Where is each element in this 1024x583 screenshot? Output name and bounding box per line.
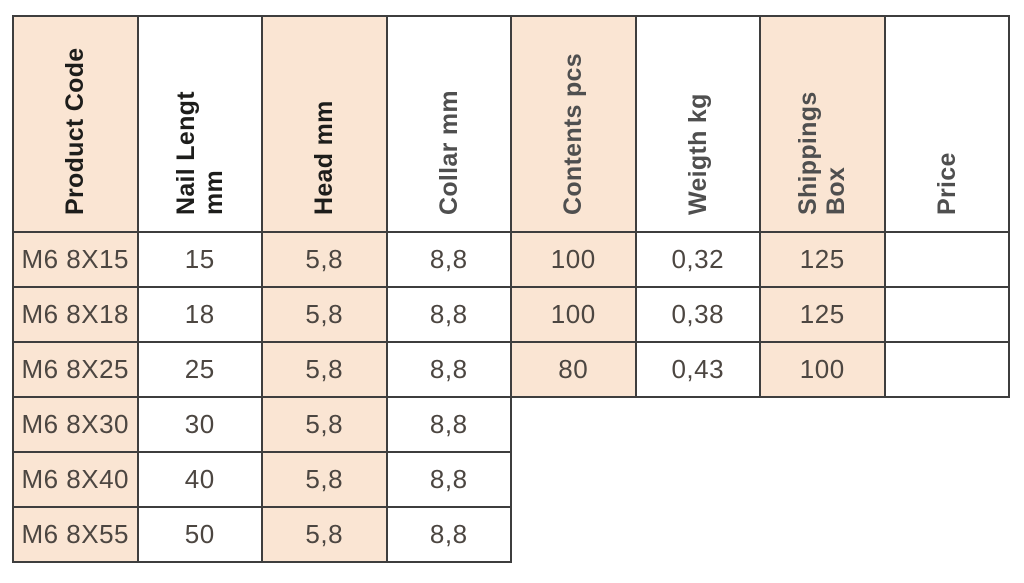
product-spec-table: Product Code Nail Lengt mm Head mm Colla… bbox=[12, 15, 1010, 563]
cell-head: 5,8 bbox=[261, 231, 388, 288]
cell-nail-length: 40 bbox=[136, 451, 263, 508]
cell-contents: 100 bbox=[510, 286, 637, 343]
col-header-contents: Contents pcs bbox=[510, 15, 637, 233]
cell-weight: 0,43 bbox=[634, 341, 761, 398]
cell-collar: 8,8 bbox=[385, 396, 512, 453]
cell-collar: 8,8 bbox=[385, 341, 512, 398]
cell-nail-length: 18 bbox=[136, 286, 263, 343]
col-header-product-code: Product Code bbox=[12, 15, 139, 233]
cell-price bbox=[883, 231, 1010, 288]
cell-head: 5,8 bbox=[261, 506, 388, 563]
cell-product-code: M6 8X30 bbox=[12, 396, 139, 453]
cell-shipping-box: 100 bbox=[759, 341, 886, 398]
cell-contents: 80 bbox=[510, 341, 637, 398]
cell-nail-length: 25 bbox=[136, 341, 263, 398]
cell-weight: 0,32 bbox=[634, 231, 761, 288]
cell-product-code: M6 8X15 bbox=[12, 231, 139, 288]
cell-price bbox=[883, 286, 1010, 343]
col-header-price-label: Price bbox=[932, 152, 961, 215]
cell-nail-length: 30 bbox=[136, 396, 263, 453]
cell-shipping-box: 125 bbox=[759, 231, 886, 288]
cell-weight: 0,38 bbox=[634, 286, 761, 343]
col-header-collar-label: Collar mm bbox=[434, 90, 463, 215]
table-row: M6 8X18 18 5,8 8,8 100 0,38 125 bbox=[12, 286, 1010, 343]
table-row: M6 8X40 40 5,8 8,8 bbox=[12, 451, 1009, 508]
col-header-weight: Weigth kg bbox=[634, 15, 761, 233]
col-header-contents-label: Contents pcs bbox=[559, 53, 588, 215]
cell-product-code: M6 8X25 bbox=[12, 341, 139, 398]
col-header-shipping-box-label: Shippings Box bbox=[794, 91, 851, 215]
col-header-weight-label: Weigth kg bbox=[683, 93, 712, 215]
table-row: M6 8X55 50 5,8 8,8 bbox=[12, 506, 1009, 563]
cell-shipping-box: 125 bbox=[759, 286, 886, 343]
cell-head: 5,8 bbox=[261, 396, 388, 453]
col-header-price: Price bbox=[883, 15, 1010, 233]
table-row: M6 8X25 25 5,8 8,8 80 0,43 100 bbox=[12, 341, 1010, 398]
cell-nail-length: 50 bbox=[136, 506, 263, 563]
col-header-shipping-box: Shippings Box bbox=[759, 15, 886, 233]
cell-collar: 8,8 bbox=[385, 506, 512, 563]
table-row: M6 8X30 30 5,8 8,8 bbox=[12, 396, 1009, 562]
cell-collar: 8,8 bbox=[385, 286, 512, 343]
cell-collar: 8,8 bbox=[385, 231, 512, 288]
cell-product-code: M6 8X40 bbox=[12, 451, 139, 508]
col-header-nail-length-label: Nail Lengt mm bbox=[171, 91, 228, 215]
col-header-nail-length: Nail Lengt mm bbox=[136, 15, 263, 233]
col-header-collar: Collar mm bbox=[385, 15, 512, 233]
cell-head: 5,8 bbox=[261, 451, 388, 508]
cell-product-code: M6 8X55 bbox=[12, 506, 139, 563]
table-row: M6 8X15 15 5,8 8,8 100 0,32 125 bbox=[12, 231, 1010, 288]
cell-nail-length: 15 bbox=[136, 231, 263, 288]
empty-region bbox=[511, 397, 1009, 562]
col-header-head: Head mm bbox=[261, 15, 388, 233]
col-header-product-code-label: Product Code bbox=[61, 47, 90, 216]
header-row: Product Code Nail Lengt mm Head mm Colla… bbox=[12, 15, 1010, 233]
cell-head: 5,8 bbox=[261, 286, 388, 343]
cell-collar: 8,8 bbox=[385, 451, 512, 508]
cell-product-code: M6 8X18 bbox=[12, 286, 139, 343]
cell-price bbox=[883, 341, 1010, 398]
catalog-table-page: Product Code Nail Lengt mm Head mm Colla… bbox=[12, 15, 1010, 563]
cell-contents: 100 bbox=[510, 231, 637, 288]
cell-head: 5,8 bbox=[261, 341, 388, 398]
col-header-head-label: Head mm bbox=[310, 100, 339, 215]
